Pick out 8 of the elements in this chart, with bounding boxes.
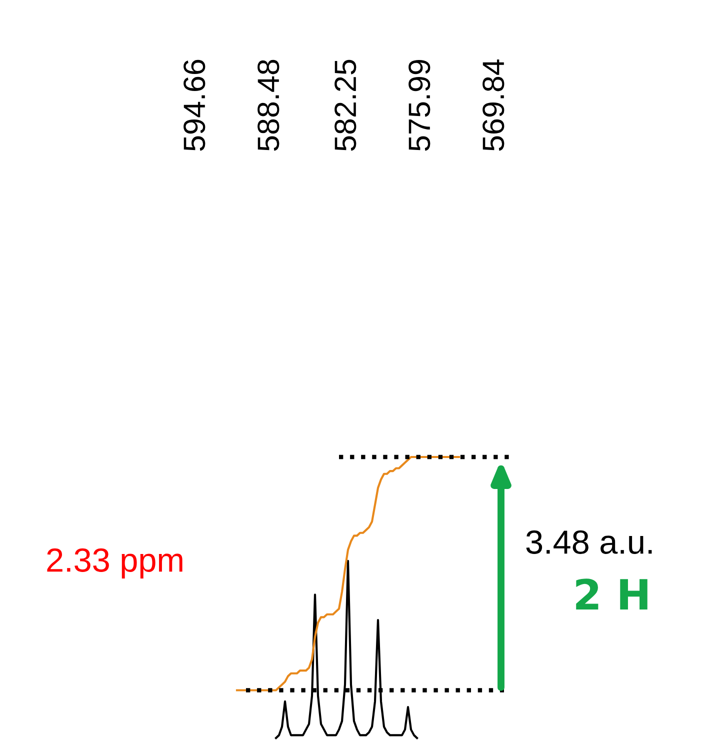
text: 594.66	[184, 60, 206, 151]
text: 2 H	[576, 578, 648, 610]
text: 569.84	[482, 59, 504, 151]
text: 3.48 a.u.	[526, 530, 652, 554]
text: 575.99	[408, 60, 430, 151]
text: 588.48	[258, 60, 280, 151]
text: 2.33 ppm	[47, 548, 182, 579]
text: 582.25	[334, 60, 356, 151]
